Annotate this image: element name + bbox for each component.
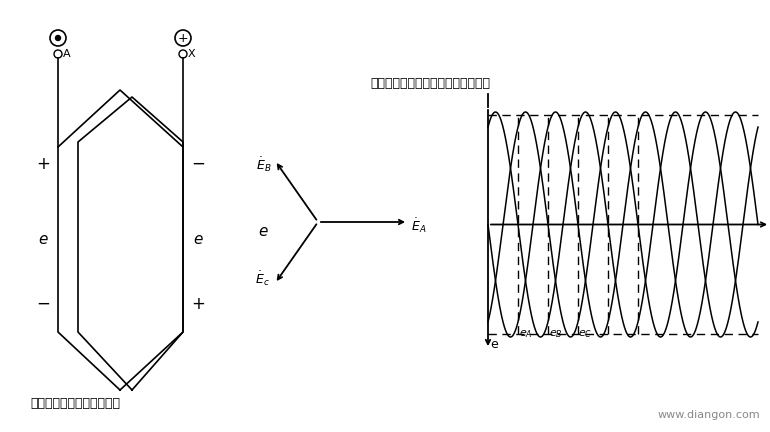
Circle shape [55, 35, 61, 41]
Text: e: e [490, 338, 497, 351]
Text: +: + [191, 295, 205, 313]
Text: e: e [258, 225, 268, 239]
Text: 表示三相电动势的相量图和正弦波形: 表示三相电动势的相量图和正弦波形 [370, 77, 490, 90]
Text: $\dot{E}_c$: $\dot{E}_c$ [256, 270, 270, 289]
Text: −: − [191, 155, 205, 173]
Text: e: e [193, 232, 203, 247]
Text: 电枢绕组以及其中的电动势: 电枢绕组以及其中的电动势 [30, 397, 120, 410]
Text: X: X [188, 49, 196, 59]
Text: A: A [63, 49, 71, 59]
Text: $\dot{E}_B$: $\dot{E}_B$ [256, 156, 272, 174]
Text: www.diangon.com: www.diangon.com [658, 410, 760, 420]
Text: $e_A$: $e_A$ [519, 328, 532, 340]
Text: $e_B$: $e_B$ [549, 328, 562, 340]
Text: e: e [38, 232, 48, 247]
Text: +: + [178, 32, 189, 44]
Text: $\dot{E}_A$: $\dot{E}_A$ [411, 216, 427, 235]
Text: −: − [36, 295, 50, 313]
Text: +: + [36, 155, 50, 173]
Text: $e_C$: $e_C$ [578, 328, 593, 340]
